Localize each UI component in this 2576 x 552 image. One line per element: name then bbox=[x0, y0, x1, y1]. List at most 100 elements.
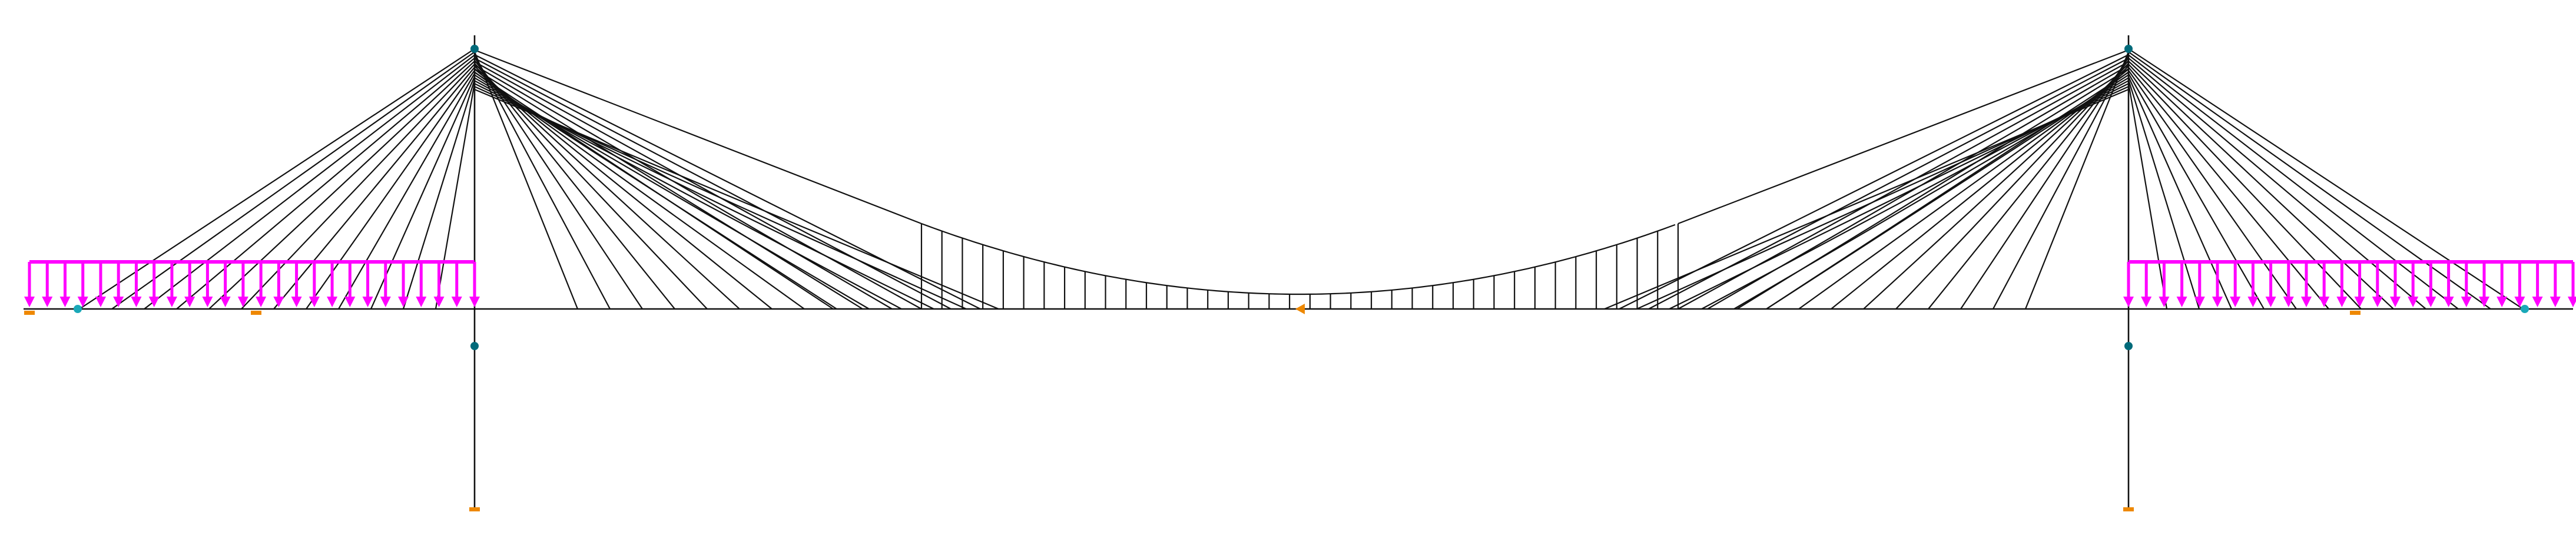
distributed-load-arrow-icon bbox=[59, 297, 71, 307]
distributed-load-arrow-icon bbox=[237, 297, 248, 307]
stay-cables bbox=[79, 48, 2524, 310]
stay-cable bbox=[1766, 72, 2129, 310]
distributed-load-arrow-icon bbox=[2176, 297, 2187, 307]
distributed-load-arrow-icon bbox=[220, 297, 231, 307]
hangers bbox=[920, 224, 1679, 309]
distributed-load-arrow-icon bbox=[2159, 297, 2170, 307]
stay-cable bbox=[1677, 49, 2129, 225]
distributed-load-arrow-icon bbox=[469, 297, 480, 307]
distributed-load-arrow-icon bbox=[2194, 297, 2205, 307]
distributed-load-arrow-icon bbox=[2319, 297, 2330, 307]
stay-cable bbox=[474, 88, 999, 310]
distributed-load-arrow-icon bbox=[2372, 297, 2383, 307]
support-icon bbox=[251, 311, 261, 315]
stay-cable bbox=[2127, 79, 2200, 310]
stay-cable bbox=[474, 68, 863, 310]
support-icon bbox=[1295, 304, 1305, 314]
distributed-load-arrow-icon bbox=[327, 297, 338, 307]
distributed-load-arrow-icon bbox=[2265, 297, 2276, 307]
distributed-load-arrow-icon bbox=[451, 297, 462, 307]
distributed-load-arrow-icon bbox=[2390, 297, 2401, 307]
stay-cable bbox=[1707, 65, 2129, 310]
main-cable-curve bbox=[921, 222, 1676, 295]
stay-cable bbox=[474, 54, 611, 310]
stay-cable bbox=[474, 49, 922, 225]
distributed-loads bbox=[24, 260, 2576, 307]
distributed-load-arrow-icon bbox=[2568, 297, 2576, 307]
distributed-load-arrow-icon bbox=[273, 297, 284, 307]
distributed-load-arrow-icon bbox=[2550, 297, 2561, 307]
stay-cable bbox=[2128, 69, 2297, 310]
stay-cable bbox=[208, 61, 475, 310]
stay-cable bbox=[176, 57, 475, 310]
distributed-load-arrow-icon bbox=[2425, 297, 2436, 307]
stay-cable bbox=[370, 76, 476, 310]
stay-cable bbox=[2128, 48, 2524, 310]
stay-cable bbox=[1648, 58, 2129, 310]
stay-cable bbox=[2128, 73, 2265, 310]
distributed-load-arrow-icon bbox=[309, 297, 320, 307]
node-icon bbox=[470, 45, 479, 53]
stay-cable bbox=[474, 54, 981, 310]
distributed-load-arrow-icon bbox=[77, 297, 88, 307]
distributed-load-arrow-icon bbox=[2230, 297, 2241, 307]
stay-cable bbox=[241, 64, 475, 310]
distributed-load-arrow-icon bbox=[2283, 297, 2294, 307]
stay-cable bbox=[474, 57, 643, 310]
stay-cable bbox=[435, 82, 476, 310]
distributed-load-arrow-icon bbox=[344, 297, 356, 307]
stay-cable bbox=[474, 72, 834, 310]
stay-cable bbox=[79, 48, 475, 310]
distributed-load-arrow-icon bbox=[256, 297, 267, 307]
stay-cable bbox=[474, 61, 922, 310]
stay-cable bbox=[2128, 66, 2329, 310]
distributed-load-arrow-icon bbox=[398, 297, 409, 307]
stay-cable bbox=[1619, 54, 2129, 310]
stay-cable bbox=[1677, 61, 2129, 310]
node-icon bbox=[2124, 342, 2133, 350]
distributed-load-arrow-icon bbox=[416, 297, 427, 307]
distributed-load-arrow-icon bbox=[2123, 297, 2134, 307]
supports bbox=[24, 304, 2360, 511]
distributed-load-arrow-icon bbox=[291, 297, 302, 307]
support-icon bbox=[469, 507, 480, 511]
support-icon bbox=[2350, 311, 2360, 315]
node-icon bbox=[470, 342, 479, 350]
distributed-load-arrow-icon bbox=[2301, 297, 2312, 307]
support-icon bbox=[2123, 507, 2134, 511]
stay-cable bbox=[2128, 54, 2459, 310]
stay-cable bbox=[1960, 57, 2129, 310]
stay-cable bbox=[2127, 82, 2168, 310]
stay-cable bbox=[1992, 54, 2129, 310]
stay-cable bbox=[1736, 68, 2129, 310]
stay-cable bbox=[306, 69, 475, 310]
distributed-load-arrow-icon bbox=[2514, 297, 2525, 307]
distributed-load-arrow-icon bbox=[2408, 297, 2419, 307]
node-icon bbox=[74, 305, 82, 313]
node-icon bbox=[2124, 45, 2133, 53]
distributed-load-arrow-icon bbox=[113, 297, 124, 307]
stay-cable bbox=[2128, 57, 2426, 310]
distributed-load-arrow-icon bbox=[2443, 297, 2454, 307]
support-icon bbox=[24, 311, 35, 315]
stay-cable bbox=[273, 66, 475, 310]
distributed-load-arrow-icon bbox=[2354, 297, 2365, 307]
distributed-load-arrow-icon bbox=[2532, 297, 2543, 307]
distributed-load-arrow-icon bbox=[2247, 297, 2259, 307]
distributed-load-arrow-icon bbox=[24, 297, 35, 307]
stay-cable bbox=[1604, 88, 2129, 310]
distributed-load-arrow-icon bbox=[380, 297, 391, 307]
node-icon bbox=[2521, 305, 2529, 313]
stay-cable bbox=[2128, 61, 2394, 310]
stay-cable bbox=[2127, 76, 2233, 310]
distributed-load-arrow-icon bbox=[131, 297, 142, 307]
distributed-load-arrow-icon bbox=[95, 297, 106, 307]
nodes bbox=[74, 45, 2529, 350]
stay-cable bbox=[474, 58, 952, 310]
stay-cable bbox=[474, 65, 893, 310]
stay-cable bbox=[338, 73, 475, 310]
distributed-load-arrow-icon bbox=[2461, 297, 2472, 307]
distributed-load-arrow-icon bbox=[166, 297, 177, 307]
